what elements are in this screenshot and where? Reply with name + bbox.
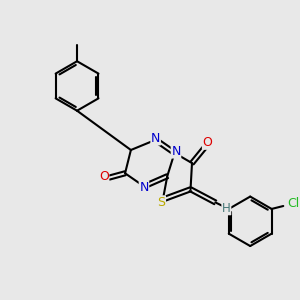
Text: Cl: Cl — [287, 196, 300, 210]
Text: N: N — [171, 145, 181, 158]
Text: H: H — [222, 202, 231, 215]
Text: S: S — [158, 196, 165, 209]
Text: N: N — [139, 181, 149, 194]
Text: N: N — [151, 132, 160, 145]
Text: O: O — [99, 170, 109, 183]
Text: O: O — [202, 136, 212, 149]
